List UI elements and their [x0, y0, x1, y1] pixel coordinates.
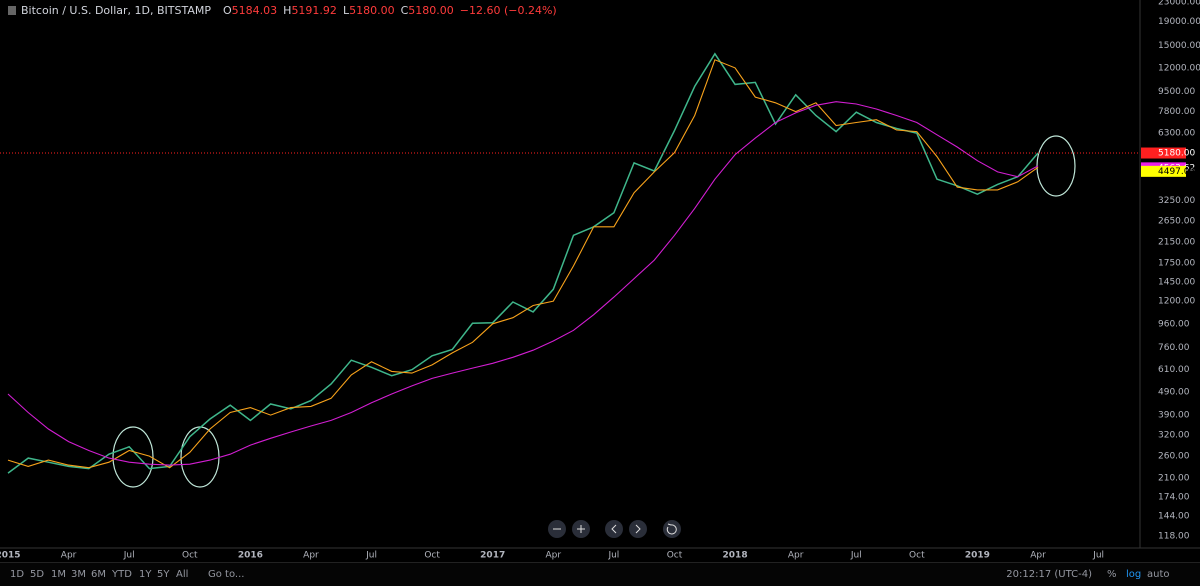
scroll-right-button[interactable] — [629, 520, 647, 538]
x-tick-label: Apr — [788, 551, 804, 561]
y-tick-label: 960.00 — [1158, 319, 1190, 329]
y-tick-label: 23000.00 — [1158, 0, 1200, 8]
x-tick-label: Jul — [123, 551, 135, 561]
symbol-title: Bitcoin / U.S. Dollar, 1D, BITSTAMP — [21, 4, 211, 17]
bottom-toolbar: 1D 5D 1M 3M 6M YTD 1Y 5Y All Go to... 20:12:17 (UT… — [0, 562, 1200, 586]
y-tick-label: 760.00 — [1158, 343, 1190, 353]
y-tick-label: 3250.00 — [1158, 196, 1195, 206]
range-button[interactable]: 1M — [51, 569, 66, 580]
y-tick-label: 19000.00 — [1158, 17, 1200, 27]
range-button[interactable]: 5D — [30, 569, 45, 580]
x-tick-label: Apr — [61, 551, 77, 561]
y-tick-label: 260.00 — [1158, 452, 1190, 462]
highlight-ellipse — [180, 426, 220, 488]
x-tick-label: Apr — [303, 551, 319, 561]
range-button[interactable]: 6M — [91, 569, 106, 580]
y-tick-label: 320.00 — [1158, 431, 1190, 441]
icon — [635, 524, 641, 534]
y-tick-label: 2650.00 — [1158, 216, 1195, 226]
icon — [666, 523, 677, 535]
x-tick-label: Jul — [607, 551, 619, 561]
y-tick-label: 12000.00 — [1158, 63, 1200, 73]
x-tick-label: Apr — [546, 551, 562, 561]
y-tick-label: 6300.00 — [1158, 129, 1195, 139]
range-button[interactable]: YTD — [112, 569, 132, 580]
x-tick-label: Apr — [1030, 551, 1046, 561]
y-tick-label: 490.00 — [1158, 387, 1190, 397]
symbol-icon — [8, 6, 16, 15]
range-button[interactable]: 1D — [10, 569, 25, 580]
range-button[interactable]: 5Y — [157, 569, 170, 580]
y-tick-label: 7800.00 — [1158, 107, 1195, 117]
change: −12.60 (−0.24%) — [459, 4, 557, 17]
ohlc-key: L — [342, 4, 350, 17]
ohlc-key: H — [283, 4, 292, 17]
x-tick-label: Jul — [1092, 551, 1104, 561]
chart: 118.00 144.00 174.00 210.00 260.00 320.00 390.… — [0, 0, 1200, 562]
x-tick-label: 2015 — [0, 551, 21, 561]
y-tick-label: 174.00 — [1158, 492, 1190, 502]
scroll-left-button[interactable] — [605, 520, 623, 538]
x-tick-label: 2016 — [238, 551, 263, 561]
highlight-ellipse — [112, 426, 154, 488]
x-tick-label: 2017 — [480, 551, 505, 561]
icon — [577, 525, 585, 533]
y-tick-label: 118.00 — [1158, 532, 1190, 542]
legend-header: Bitcoin / U.S. Dollar, 1D, BITSTAMP O5184… — [8, 4, 557, 17]
scale-option[interactable]: % — [1107, 569, 1117, 580]
ohlc-value: 5180.00 — [408, 4, 454, 17]
ohlc-value: 5180.00 — [349, 4, 395, 17]
x-tick-label: Oct — [667, 551, 683, 561]
y-tick-label: 390.00 — [1158, 411, 1190, 421]
x-tick-label: Oct — [424, 551, 440, 561]
range-button[interactable]: 1Y — [139, 569, 152, 580]
nav-buttons — [548, 520, 681, 538]
ohlc-value: 5184.03 — [231, 4, 278, 17]
range-button[interactable]: 3M — [71, 569, 86, 580]
price-marker-label: 5180.00 — [1158, 149, 1195, 159]
y-tick-label: 9500.00 — [1158, 87, 1195, 97]
y-tick-label: 1750.00 — [1158, 258, 1195, 268]
scale-option[interactable]: auto — [1147, 569, 1170, 580]
price-marker — [1141, 147, 1186, 159]
price-line — [7, 52, 1039, 474]
x-tick-label: Oct — [909, 551, 925, 561]
range-button[interactable]: All — [176, 569, 189, 580]
reset-button[interactable] — [663, 520, 681, 538]
ohlc-key: O — [222, 4, 232, 17]
price-line — [7, 59, 1039, 469]
y-tick-label: 15000.00 — [1158, 41, 1200, 51]
ohlc-value: 5191.92 — [291, 4, 337, 17]
y-tick-label: 2150.00 — [1158, 238, 1195, 248]
clock: 20:12:17 (UTC-4) — [1006, 569, 1092, 580]
goto-button[interactable]: Go to... — [208, 569, 245, 580]
y-tick-label: 610.00 — [1158, 365, 1190, 375]
x-tick-label: Oct — [182, 551, 198, 561]
scale-option[interactable]: log — [1126, 569, 1142, 580]
y-tick-label: 210.00 — [1158, 473, 1190, 483]
y-tick-label: 144.00 — [1158, 512, 1190, 522]
x-tick-label: 2019 — [965, 551, 990, 561]
y-tick-label: 1450.00 — [1158, 278, 1195, 288]
ohlc: O5184.03 H5191.92 L5180.00 C5180.00 — [223, 4, 454, 17]
price-line — [7, 101, 1039, 466]
price-marker — [1141, 165, 1186, 177]
price-axis — [1140, 0, 1200, 562]
y-tick-label: 1200.00 — [1158, 297, 1195, 307]
icon — [611, 524, 617, 534]
x-tick-label: Jul — [850, 551, 862, 561]
ohlc-key: C — [400, 4, 409, 17]
price-marker-label: 4497.05 — [1158, 167, 1195, 177]
x-tick-label: Jul — [365, 551, 377, 561]
x-tick-label: 2018 — [723, 551, 748, 561]
highlight-ellipse — [1036, 135, 1076, 197]
